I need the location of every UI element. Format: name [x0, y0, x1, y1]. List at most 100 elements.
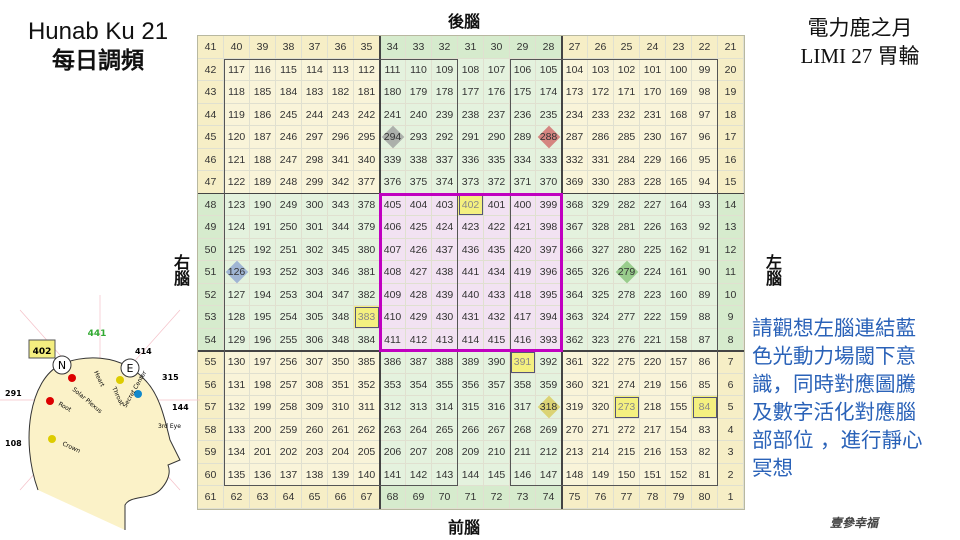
grid-cell: 70: [432, 486, 458, 509]
grid-cell: 103: [588, 58, 614, 81]
kin-441-label: 441: [88, 329, 107, 339]
grid-cell: 342: [328, 171, 354, 194]
grid-cell: 75: [562, 486, 588, 509]
grid-cell: 251: [276, 238, 302, 261]
grid-cell: 279: [614, 260, 640, 284]
grid-cell: 78: [640, 486, 666, 509]
grid-cell: 437: [432, 238, 458, 261]
grid-cell: 41: [198, 36, 224, 59]
grid-cell: 209: [458, 441, 484, 464]
grid-cell: 51: [198, 261, 224, 284]
grid-cell: 299: [302, 171, 328, 194]
grid-cell: 57: [198, 396, 224, 419]
kin-144-label: 144: [172, 403, 189, 412]
grid-cell: 24: [640, 36, 666, 59]
grid-cell: 4: [718, 418, 744, 441]
grid-cell: 245: [276, 103, 302, 126]
grid-cell: 65: [302, 486, 328, 509]
grid-cell: 420: [510, 238, 536, 261]
grid-cell: 28: [536, 36, 562, 59]
grid-cell: 337: [432, 148, 458, 171]
grid-cell: 48: [198, 193, 224, 216]
grid-cell: 356: [458, 373, 484, 396]
grid-cell: 69: [406, 486, 432, 509]
grid-cell: 52: [198, 283, 224, 306]
grid-cell: 229: [640, 148, 666, 171]
grid-cell: 410: [380, 306, 406, 329]
grid-cell: 428: [406, 283, 432, 306]
grid-cell: 80: [692, 486, 718, 509]
grid-cell: 68: [380, 486, 406, 509]
grid-cell: 422: [484, 216, 510, 239]
grid-cell: 370: [536, 171, 562, 194]
e-label: E: [127, 362, 134, 375]
grid-cell: 395: [536, 283, 562, 306]
grid-cell: 407: [380, 238, 406, 261]
grid-cell: 59: [198, 441, 224, 464]
grid-cell: 286: [588, 126, 614, 149]
grid-cell: 101: [640, 58, 666, 81]
grid-cell: 160: [666, 283, 692, 306]
grid-cell: 266: [458, 418, 484, 441]
grid-cell: 252: [276, 261, 302, 284]
grid-cell: 44: [198, 103, 224, 126]
kin-291-label: 291: [5, 389, 22, 398]
grid-cell: 40: [224, 36, 250, 59]
grid-cell: 246: [276, 126, 302, 149]
grid-cell: 324: [588, 306, 614, 329]
grid-cell: 297: [302, 126, 328, 149]
grid-cell: 191: [250, 216, 276, 239]
grid-cell: 430: [432, 306, 458, 329]
grid-cell: 67: [354, 486, 380, 509]
grid-cell: 341: [328, 148, 354, 171]
grid-cell: 226: [640, 216, 666, 239]
grid-cell: 298: [302, 148, 328, 171]
grid-cell: 187: [250, 126, 276, 149]
grid-cell: 348: [328, 306, 354, 329]
grid-cell: 121: [224, 148, 250, 171]
grid-cell: 39: [250, 36, 276, 59]
label-left-brain: 左腦: [763, 254, 782, 286]
grid-cell: 327: [588, 238, 614, 261]
grid-cell: 429: [406, 306, 432, 329]
grid-cell: 119: [224, 103, 250, 126]
grid-cell: 372: [484, 171, 510, 194]
grid-cell: 432: [484, 306, 510, 329]
kin-414-label: 414: [135, 347, 152, 356]
grid-cell: 237: [484, 103, 510, 126]
grid-cell: 114: [302, 58, 328, 81]
grid-cell: 287: [562, 126, 588, 149]
grid-cell: 339: [380, 148, 406, 171]
title-line1: Hunab Ku 21: [27, 18, 169, 45]
grid-cell: 280: [614, 238, 640, 261]
note-line: 及數字活化對應腦: [752, 400, 916, 424]
grid-cell: 124: [224, 216, 250, 239]
limi-label: LIMI 27 胃輪: [800, 44, 920, 68]
grid-cell: 426: [406, 238, 432, 261]
grid-cell: 42: [198, 58, 224, 81]
kin-315-label: 315: [162, 373, 179, 382]
moon-name: 電力鹿之月: [807, 16, 913, 40]
grid-cell: 440: [458, 283, 484, 306]
grid-cell: 301: [302, 216, 328, 239]
grid-cell: 176: [484, 81, 510, 104]
grid-cell: 326: [588, 261, 614, 284]
note-line: 識，同時對應圖騰: [752, 372, 916, 396]
grid-cell: 233: [588, 103, 614, 126]
grid-cell: 161: [666, 261, 692, 284]
grid-cell: 163: [666, 216, 692, 239]
kin-402-label: 402: [33, 347, 52, 357]
grid-cell: 100: [666, 58, 692, 81]
grid-cell: 435: [484, 238, 510, 261]
grid-cell: 325: [588, 283, 614, 306]
grid-cell: 186: [250, 103, 276, 126]
grid-cell: 188: [250, 148, 276, 171]
grid-cell: 336: [458, 148, 484, 171]
grid-cell: 34: [380, 36, 406, 59]
grid-cell: 175: [510, 81, 536, 104]
root-dot-icon: [46, 397, 54, 405]
grid-cell: 66: [328, 486, 354, 509]
grid-cell: 390: [484, 351, 510, 374]
throat-dot-icon: [116, 376, 124, 384]
grid-cell: 371: [510, 171, 536, 194]
